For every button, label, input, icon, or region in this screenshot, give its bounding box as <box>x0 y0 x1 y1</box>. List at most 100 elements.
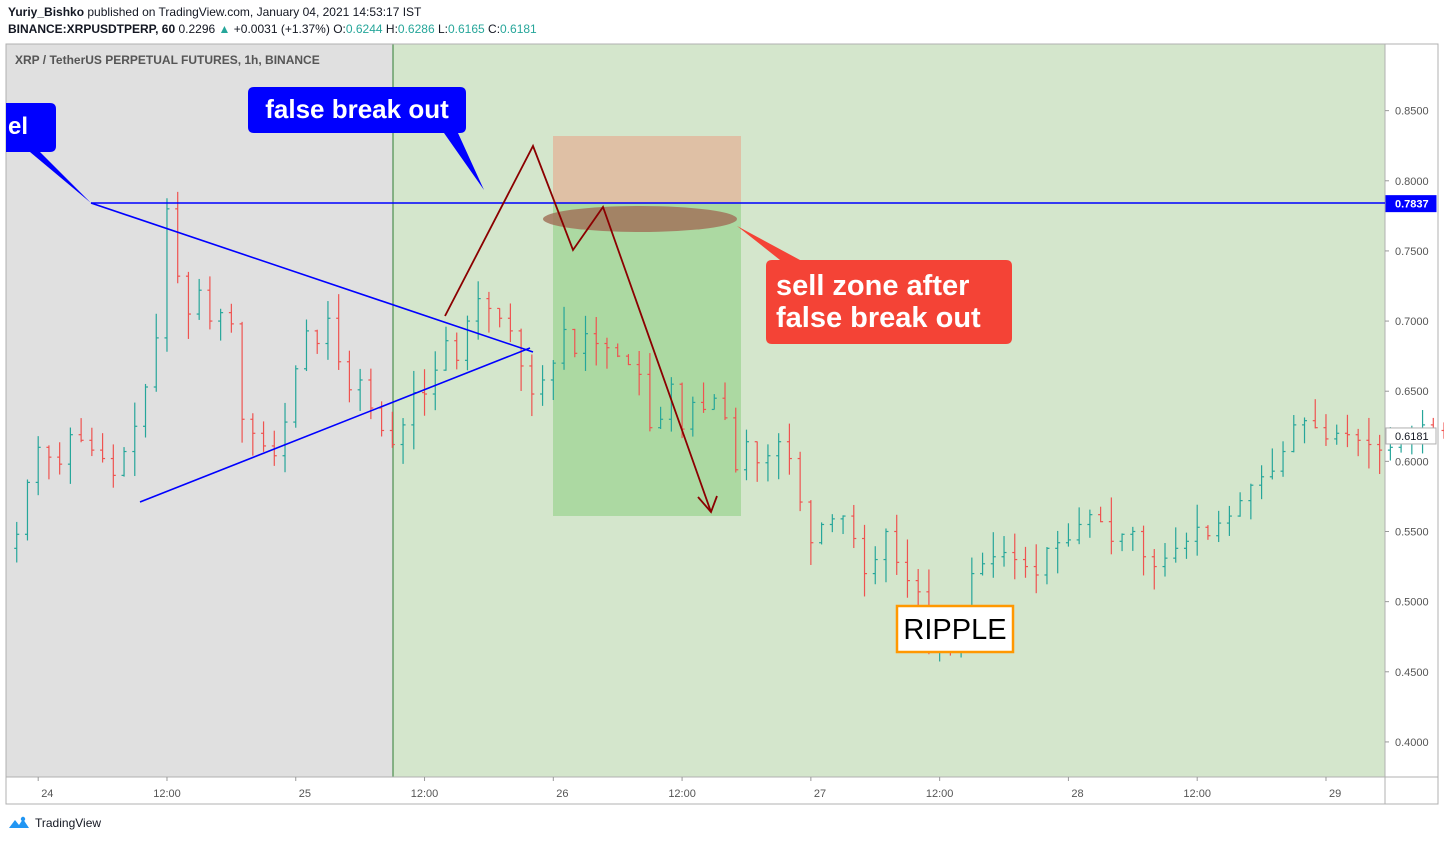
ohlc-bar <box>668 377 674 432</box>
sell-zone-ellipse <box>543 206 737 232</box>
ohlc-bar <box>593 317 599 366</box>
ohlc-bar <box>121 447 127 477</box>
ohlc-bar <box>486 291 492 333</box>
post-zone-background <box>393 44 1385 777</box>
ohlc-bar <box>239 321 245 443</box>
footer-brand[interactable]: TradingView <box>35 816 102 830</box>
ohlc-bar <box>1323 414 1329 446</box>
ohlc-bar <box>443 326 449 371</box>
footer: TradingView <box>8 816 101 830</box>
ohlc-bar <box>722 382 728 421</box>
ohlc-bar <box>143 383 149 438</box>
price-axis[interactable]: 0.8500 0.8000 0.7500 0.7000 0.6500 0.6000 0.55… <box>1385 106 1429 749</box>
ohlc-bar <box>346 350 352 403</box>
ohlc-bar <box>1087 509 1093 538</box>
ohlc-bar <box>1022 546 1028 578</box>
ohlc-bar <box>261 421 267 452</box>
x-tick-label: 29 <box>1329 788 1341 800</box>
ohlc-bar <box>786 423 792 475</box>
x-tick-label: 27 <box>814 788 826 800</box>
ohlc-bar <box>518 328 524 391</box>
ohlc-bar <box>690 396 696 437</box>
author-name[interactable]: Yuriy_Bishko <box>8 5 85 19</box>
ohlc-bar <box>1302 417 1308 444</box>
ohlc-bar <box>765 444 771 482</box>
ohlc-bar <box>475 281 481 340</box>
x-tick-label: 25 <box>299 788 311 800</box>
y-tick-label: 0.5500 <box>1395 526 1429 538</box>
ohlc-bar <box>1226 505 1232 536</box>
ohlc-bar <box>829 514 835 533</box>
sell-zone-callout-line2: false break out <box>776 302 981 334</box>
change-arrow-icon: ▲ <box>218 22 231 36</box>
top-left-callout <box>6 103 91 203</box>
x-tick-label: 12:00 <box>1183 788 1211 800</box>
close-label: C: <box>488 22 501 36</box>
ohlc-bar <box>1344 414 1350 448</box>
ohlc-bar <box>507 303 513 343</box>
ohlc-bar <box>153 313 159 392</box>
ohlc-bar <box>980 552 986 576</box>
y-tick-label: 0.7500 <box>1395 246 1429 258</box>
x-tick-label: 26 <box>556 788 568 800</box>
ohlc-bar <box>314 329 320 354</box>
ohlc-bar <box>776 433 782 480</box>
y-tick-label: 0.6000 <box>1395 456 1429 468</box>
ohlc-bar <box>175 191 181 284</box>
ohlc-bar <box>1237 492 1243 517</box>
chart-frame <box>5 43 1439 805</box>
price-label-text: 0.6181 <box>1395 431 1429 443</box>
sell-zone-callout <box>737 226 1012 344</box>
ohlc-bar <box>1151 549 1157 590</box>
projection-path <box>444 143 712 513</box>
ohlc-bar <box>1334 424 1340 445</box>
ohlc-bar <box>754 441 760 482</box>
x-tick-label: 28 <box>1071 788 1083 800</box>
ohlc-bar <box>1194 504 1200 556</box>
ohlc-bar <box>389 411 395 448</box>
ohlc-bar <box>1366 417 1372 469</box>
tradingview-logo-icon[interactable] <box>8 816 30 830</box>
ohlc-bar <box>250 413 256 456</box>
price-label-box <box>1385 427 1437 445</box>
publish-info: Yuriy_Bishko published on TradingView.co… <box>8 5 421 19</box>
symbol-label: BINANCE:XRPUSDTPERP, 60 <box>8 22 176 36</box>
ohlc-bar <box>57 442 63 475</box>
ohlc-bar <box>325 301 331 360</box>
false-break-callout-text: false break out <box>265 94 449 124</box>
y-tick-label: 0.4500 <box>1395 667 1429 679</box>
ohlc-bar <box>904 539 910 598</box>
ohlc-bar <box>529 354 535 417</box>
ohlc-bar <box>1076 507 1082 545</box>
ohlc-bar <box>1312 399 1318 429</box>
ohlc-bar <box>303 319 309 372</box>
top-left-callout-text: el <box>8 113 28 140</box>
ohlc-bar <box>572 328 578 358</box>
ohlc-bar <box>293 365 299 428</box>
target-zone <box>553 203 741 516</box>
ohlc-bar <box>1216 510 1222 543</box>
ohlc-bar <box>432 351 438 411</box>
time-axis[interactable]: 24 12:00 25 12:00 26 12:00 27 12:00 28 12:00 29 <box>37 777 1341 800</box>
close-value: 0.6181 <box>500 22 537 36</box>
ohlc-bar <box>733 407 739 473</box>
ohlc-bar <box>400 418 406 464</box>
ohlc-bar <box>1108 497 1114 555</box>
ohlc-bar <box>658 406 664 429</box>
ohlc-bar <box>604 337 610 369</box>
publish-text: published on TradingView.com, January 04… <box>87 5 422 19</box>
ohlc-bar <box>1291 415 1297 453</box>
ohlc-bar <box>1173 527 1179 563</box>
price-labels: 0.7837 0.6181 <box>1385 195 1437 445</box>
ohlc-bar <box>636 350 642 396</box>
ohlc-bar <box>561 306 567 370</box>
chart-title: XRP / TetherUS PERPETUAL FUTURES, 1h, BI… <box>15 53 320 67</box>
ohlc-bar <box>110 444 116 488</box>
ohlc-bar <box>1033 544 1039 594</box>
ohlc-bar <box>1012 533 1018 580</box>
ohlc-bar <box>164 198 170 352</box>
ohlc-bar <box>46 445 52 480</box>
ohlc-bar <box>1269 448 1275 480</box>
ohlc-bar <box>819 522 825 545</box>
